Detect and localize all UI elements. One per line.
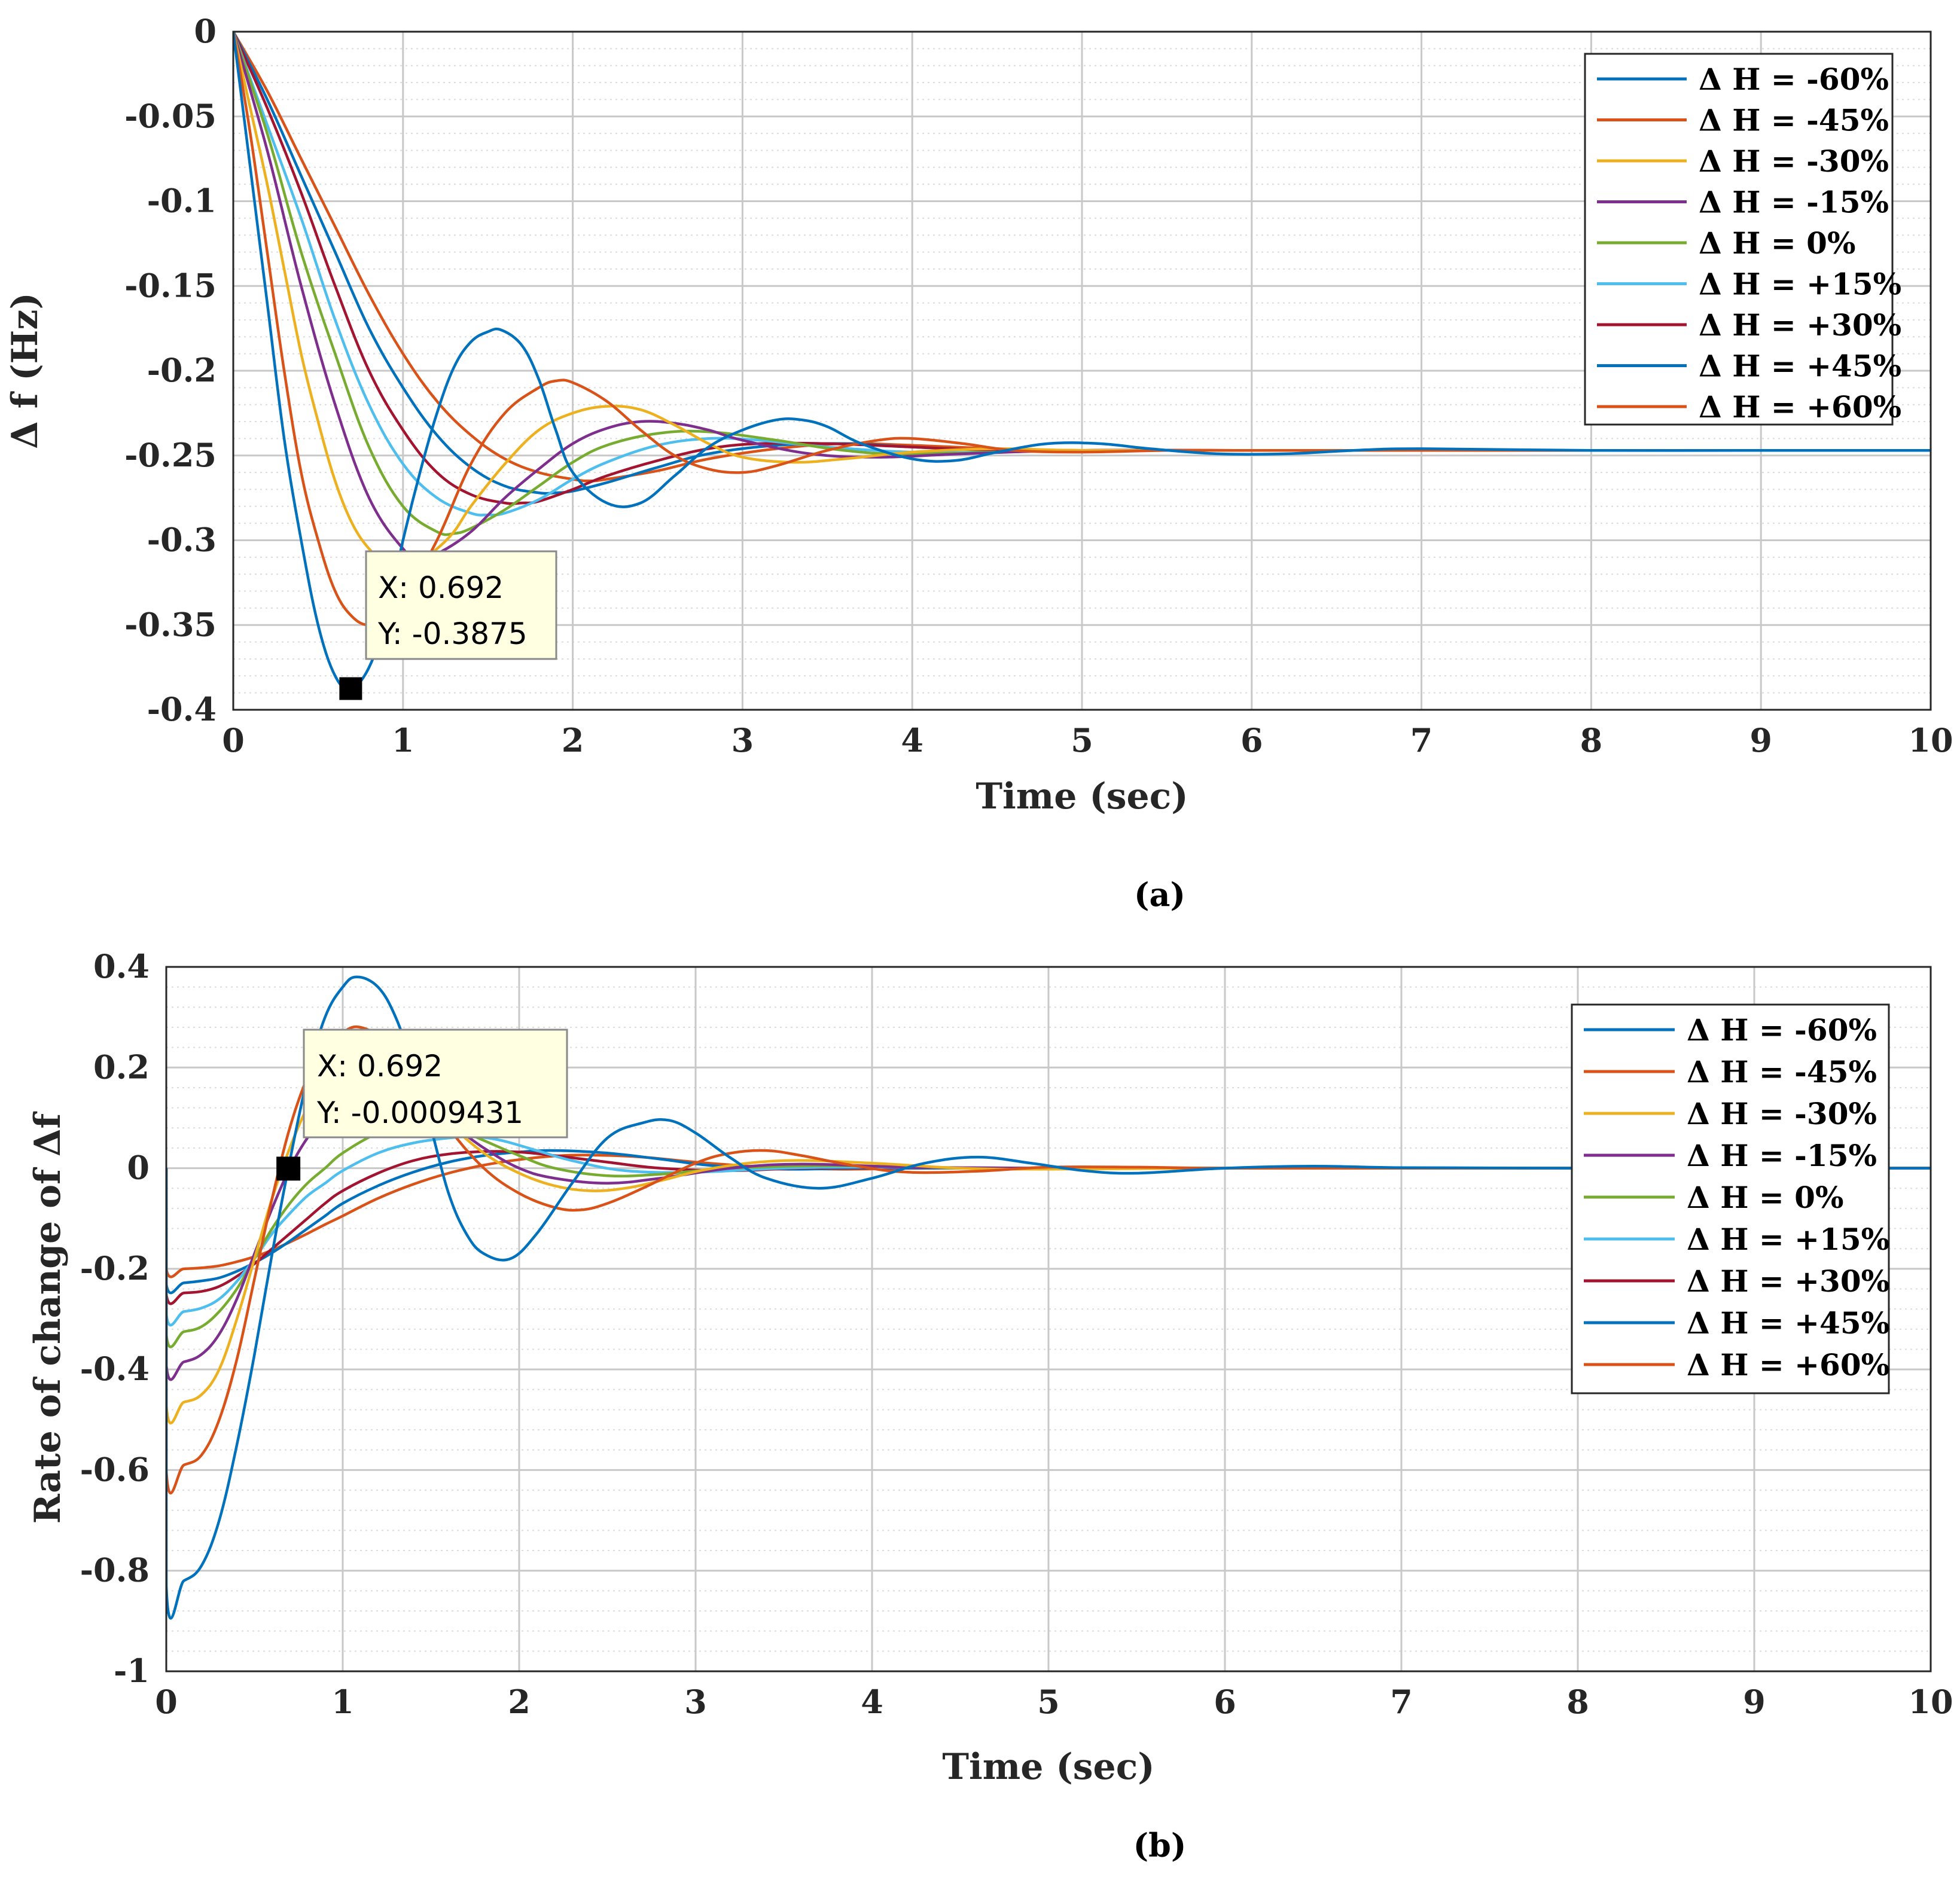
y-tick-label: -0.6 (80, 1450, 150, 1488)
x-tick-label: 10 (1908, 1683, 1953, 1721)
legend-label: Δ H = +60% (1687, 1347, 1889, 1382)
y-axis-label-b: Rate of change of Δf (27, 1111, 69, 1524)
legend-label: Δ H = +45% (1699, 349, 1901, 384)
y-tick-label: -0.3 (147, 521, 217, 559)
y-tick-label: -0.8 (80, 1551, 150, 1589)
legend-box (1584, 53, 1894, 426)
series-line (166, 975, 1931, 1620)
x-tick-label: 5 (1037, 1683, 1060, 1721)
series-line (233, 32, 1931, 691)
legend-label: Δ H = -45% (1687, 1054, 1877, 1089)
legend-label: Δ H = +60% (1699, 389, 1901, 425)
y-axis-label-a: Δ f (Hz) (4, 292, 46, 449)
y-tick-label: 0.4 (93, 947, 150, 985)
legend-b: Δ H = -60% Δ H = -45% Δ H = -30% Δ H = -15%… (1571, 1003, 1890, 1394)
plot-frame-b (165, 966, 1932, 1672)
legend-label: Δ H = +30% (1699, 307, 1901, 343)
legend-label: Δ H = 0% (1687, 1180, 1843, 1215)
x-tick-label: 4 (861, 1683, 883, 1721)
x-tick-label: 0 (155, 1683, 178, 1721)
x-tick-label: 7 (1410, 721, 1433, 759)
legend-label: Δ H = -60% (1699, 62, 1889, 97)
x-tick-label: 0 (222, 721, 245, 759)
legend-a: Δ H = -60% Δ H = -45% Δ H = -30% Δ H = -15%… (1584, 53, 1901, 426)
x-axis-label-a: Time (sec) (976, 776, 1188, 817)
y-tick-labels-a: 0 -0.05 -0.1 -0.15 -0.2 -0.25 -0.3 -0.35 -0.4 (124, 12, 217, 728)
chart-a: 0 1 2 3 4 5 6 7 8 9 10 0 -0.05 -0.1 -0.15 -0.2 -0.25 -0.… (4, 12, 1953, 914)
y-tick-labels-b: 0.4 0.2 0 -0.2 -0.4 -0.6 -0.8 -1 (80, 947, 150, 1690)
y-tick-label: -0.1 (147, 182, 217, 220)
series-line (233, 32, 1931, 627)
legend-label: Δ H = 0% (1699, 225, 1855, 261)
legend-box (1571, 1003, 1890, 1394)
caption-a: (a) (1134, 875, 1185, 914)
y-tick-label: -0.15 (124, 266, 217, 304)
legend-label: Δ H = -15% (1687, 1138, 1877, 1173)
legend-label: Δ H = -15% (1699, 185, 1889, 220)
plot-frame-a (232, 30, 1932, 711)
legend-label: Δ H = -45% (1699, 103, 1889, 138)
series-line (166, 1025, 1931, 1494)
x-tick-label: 9 (1743, 1683, 1766, 1721)
legend-label: Δ H = +15% (1687, 1222, 1889, 1257)
datatip-marker-b[interactable] (276, 1156, 301, 1181)
x-tick-label: 3 (731, 721, 754, 759)
chart-b: 0 1 2 3 4 5 6 7 8 9 10 0.4 0.2 0 -0.2 -0.4 -0.6 -0.8 -1 T… (27, 947, 1953, 1864)
y-tick-label: -0.2 (147, 351, 217, 389)
x-tick-label: 7 (1390, 1683, 1413, 1721)
legend-label: Δ H = +45% (1687, 1305, 1889, 1341)
legend-label: Δ H = -30% (1699, 144, 1889, 179)
legend-label: Δ H = -30% (1687, 1096, 1877, 1131)
y-tick-label: 0.2 (93, 1048, 150, 1086)
x-tick-label: 3 (684, 1683, 707, 1721)
x-tick-labels-b: 0 1 2 3 4 5 6 7 8 9 10 (155, 1683, 1953, 1721)
legend-label: Δ H = +30% (1687, 1263, 1889, 1299)
datatip-marker-a[interactable] (339, 677, 362, 700)
x-tick-label: 6 (1214, 1683, 1236, 1721)
series-lines-b (166, 975, 1931, 1620)
x-tick-label: 10 (1908, 721, 1953, 759)
datatip-box-b (303, 1028, 568, 1139)
datatip-x-a: X: 0.692 (378, 570, 504, 605)
x-tick-label: 5 (1071, 721, 1093, 759)
datatip-box-a (365, 550, 557, 660)
x-tick-label: 2 (508, 1683, 531, 1721)
datatip-a[interactable]: X: 0.692 Y: -0.3875 (339, 550, 557, 700)
datatip-y-b: Y: -0.0009431 (316, 1095, 523, 1130)
datatip-b[interactable]: X: 0.692 Y: -0.0009431 (276, 1028, 568, 1181)
caption-b: (b) (1133, 1826, 1187, 1864)
y-tick-label: 0 (194, 12, 217, 50)
y-tick-label: -0.4 (80, 1350, 150, 1388)
legend-label: Δ H = -60% (1687, 1012, 1877, 1048)
x-tick-label: 2 (562, 721, 584, 759)
x-tick-labels-a: 0 1 2 3 4 5 6 7 8 9 10 (222, 721, 1953, 759)
legend-label: Δ H = +15% (1699, 267, 1901, 302)
x-tick-label: 9 (1749, 721, 1772, 759)
x-tick-label: 6 (1240, 721, 1263, 759)
datatip-y-a: Y: -0.3875 (377, 616, 528, 651)
x-tick-label: 8 (1580, 721, 1603, 759)
y-tick-label: -0.05 (124, 97, 217, 135)
series-lines-a (233, 32, 1931, 691)
x-tick-label: 4 (901, 721, 923, 759)
y-tick-label: 0 (127, 1149, 150, 1187)
y-tick-label: -0.2 (80, 1249, 150, 1287)
x-axis-label-b: Time (sec) (942, 1746, 1154, 1788)
x-tick-label: 8 (1566, 1683, 1589, 1721)
y-tick-label: -0.35 (124, 605, 217, 643)
x-tick-label: 1 (331, 1683, 354, 1721)
y-tick-label: -0.25 (124, 436, 217, 474)
y-tick-label: -1 (114, 1652, 150, 1690)
x-tick-label: 1 (392, 721, 414, 759)
y-tick-label: -0.4 (147, 690, 217, 728)
datatip-x-b: X: 0.692 (317, 1049, 443, 1084)
